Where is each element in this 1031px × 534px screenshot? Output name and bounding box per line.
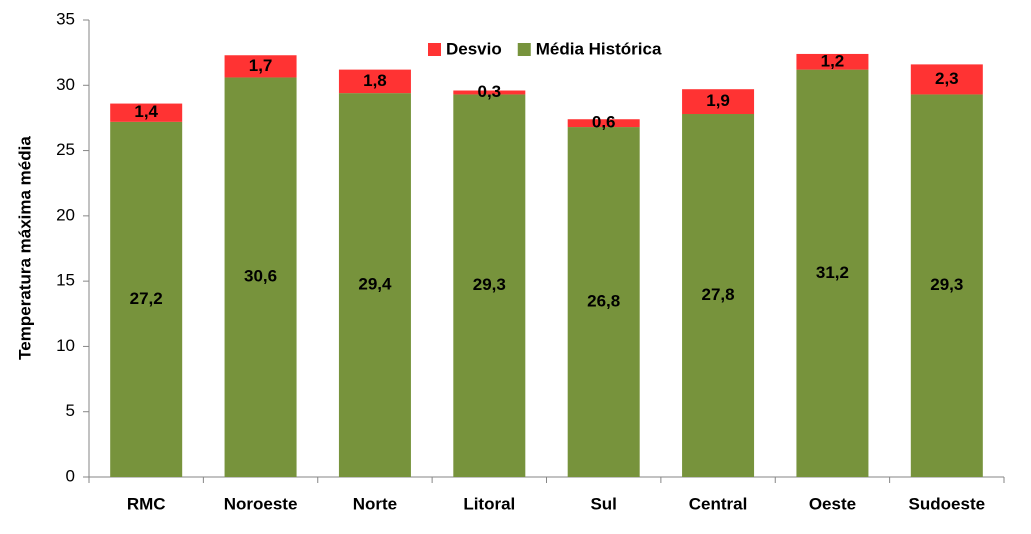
- bar-media-historica: [910, 94, 983, 477]
- bar-desvio: [453, 90, 526, 95]
- x-tick-label: RMC: [127, 494, 166, 513]
- y-tick-label: 10: [56, 336, 75, 355]
- bar-media-historica: [567, 127, 640, 477]
- data-label-media-historica: 27,8: [702, 285, 735, 304]
- y-axis: 0 5 10 15 20 25 30 35: [56, 9, 90, 485]
- bar-media-historica: [682, 114, 755, 478]
- data-label-desvio: 1,8: [363, 71, 387, 90]
- bar-media-historica: [796, 69, 869, 478]
- y-tick-label: 0: [66, 466, 75, 485]
- legend-label: Desvio: [446, 39, 502, 58]
- bar-desvio: [910, 64, 983, 95]
- data-label-media-historica: 27,2: [130, 289, 163, 308]
- bar-desvio: [224, 55, 297, 78]
- bar-desvio: [110, 103, 183, 122]
- bar-media-historica: [224, 77, 297, 478]
- legend: Desvio Média Histórica: [428, 39, 662, 58]
- data-label-media-historica: 29,3: [930, 275, 963, 294]
- y-tick-label: 20: [56, 205, 75, 224]
- bar-desvio: [338, 69, 411, 94]
- data-label-media-historica: 30,6: [244, 267, 277, 286]
- bar-desvio: [796, 53, 869, 70]
- legend-swatch: [517, 43, 531, 56]
- bar-desvio: [567, 119, 640, 128]
- data-label-media-historica: 31,2: [816, 263, 849, 282]
- data-label-desvio: 1,9: [706, 91, 730, 110]
- x-tick-label: Noroeste: [224, 494, 298, 513]
- x-tick-label: Oeste: [809, 494, 856, 513]
- y-tick-label: 15: [56, 271, 75, 290]
- bar-media-historica: [110, 121, 183, 478]
- bar-desvio: [682, 89, 755, 115]
- y-tick-label: 30: [56, 75, 75, 94]
- x-tick-label: Sul: [590, 494, 616, 513]
- data-label-desvio: 1,7: [249, 56, 273, 75]
- y-tick-label: 5: [66, 401, 75, 420]
- bar-media-historica: [338, 93, 411, 478]
- data-label-desvio: 0,6: [592, 113, 616, 132]
- x-axis: RMC Noroeste Norte Litoral Sul Central Oeste Su…: [88, 476, 1005, 513]
- data-label-desvio: 2,3: [935, 69, 959, 88]
- legend-label: Média Histórica: [536, 39, 662, 58]
- bar-media-historica: [453, 94, 526, 477]
- data-label-desvio: 1,4: [134, 102, 158, 121]
- x-tick-label: Central: [689, 494, 748, 513]
- legend-swatch: [428, 43, 441, 56]
- data-label-media-historica: 26,8: [587, 292, 620, 311]
- y-tick-label: 25: [56, 140, 75, 159]
- x-tick-label: Litoral: [463, 494, 515, 513]
- data-labels: 27,2 1,4 30,6 1,7 29,4 1,8 29,3 0,3 26,8 0,6 27,8 1…: [130, 51, 964, 310]
- data-label-media-historica: 29,4: [358, 275, 392, 294]
- data-label-desvio: 0,3: [477, 82, 501, 101]
- y-axis-label: Temperatura máxima média: [15, 136, 34, 360]
- data-label-desvio: 1,2: [821, 51, 845, 70]
- bars: [110, 53, 983, 478]
- x-tick-label: Sudoeste: [909, 494, 986, 513]
- x-tick-label: Norte: [353, 494, 397, 513]
- y-tick-label: 35: [56, 9, 75, 28]
- data-label-media-historica: 29,3: [473, 275, 506, 294]
